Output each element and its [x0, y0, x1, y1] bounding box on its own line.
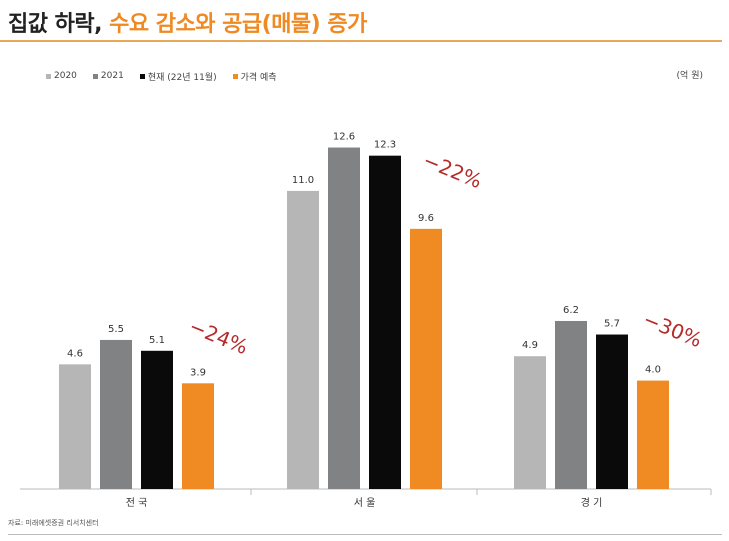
data-label-national-forecast: 3.9 [190, 367, 206, 378]
data-label-gyeonggi-2021: 6.2 [563, 305, 579, 316]
bar-gyeonggi-forecast [637, 380, 669, 489]
bar-national-2020 [59, 364, 91, 489]
data-label-gyeonggi-current: 5.7 [604, 319, 620, 330]
legend-item-2021: 2021 [92, 71, 124, 81]
legend-label-current: 현재 (22년 11월) [147, 72, 217, 83]
data-label-national-current: 5.1 [149, 335, 165, 346]
data-label-gyeonggi-forecast: 4.0 [645, 365, 661, 376]
legend-label-2020: 2020 [54, 71, 77, 81]
data-label-national-2021: 5.5 [108, 324, 124, 335]
data-label-seoul-2021: 12.6 [333, 132, 355, 143]
legend-item-2020: 2020 [46, 71, 77, 81]
chart-title: 집값 하락, 수요 감소와 공급(매물) 증가 [8, 6, 367, 38]
legend-swatch-forecast [232, 73, 238, 79]
chart-title-prefix: 집값 하락, [8, 12, 110, 37]
bar-gyeonggi-2020 [514, 356, 546, 489]
data-label-seoul-2020: 11.0 [292, 175, 314, 186]
legend-swatch-2020 [46, 73, 51, 79]
bar-seoul-forecast [410, 228, 442, 489]
bar-national-2021 [100, 339, 132, 489]
bar-national-current [141, 350, 173, 489]
bar-gyeonggi-current [596, 334, 628, 489]
bar-seoul-2021 [328, 147, 360, 490]
chart-legend: 2020 2021 현재 (22년 11월) 가격 예측 [46, 69, 277, 83]
bar-seoul-current [369, 155, 401, 490]
change-label-national: −24% [186, 314, 252, 359]
legend-swatch-current [139, 73, 145, 79]
category-label-gyeonggi: 경 기 [581, 496, 603, 509]
legend-label-2021: 2021 [100, 71, 124, 81]
legend-item-forecast: 가격 예측 [232, 70, 277, 83]
bar-national-forecast [182, 383, 214, 489]
legend-item-current: 현재 (22년 11월) [139, 70, 217, 83]
bottom-divider [8, 534, 722, 535]
unit-label: (억 원) [676, 71, 703, 81]
data-label-gyeonggi-2020: 4.9 [522, 340, 538, 351]
data-label-national-2020: 4.6 [67, 348, 83, 359]
legend-label-forecast: 가격 예측 [240, 72, 277, 83]
title-divider [0, 40, 722, 42]
data-label-seoul-forecast: 9.6 [418, 213, 434, 224]
bar-seoul-2020 [287, 190, 319, 489]
change-label-gyeonggi: −30% [640, 307, 706, 352]
category-label-national: 전 국 [126, 497, 148, 509]
bar-gyeonggi-2021 [555, 320, 587, 489]
change-label-seoul: −22% [420, 148, 486, 193]
source-note: 자료: 미래에셋증권 리서치센터 [8, 519, 99, 527]
data-label-seoul-current: 12.3 [374, 140, 396, 151]
chart-title-highlight: 수요 감소와 공급(매물) 증가 [109, 12, 367, 37]
legend-swatch-2021 [92, 73, 98, 79]
category-label-seoul: 서 울 [354, 497, 376, 509]
